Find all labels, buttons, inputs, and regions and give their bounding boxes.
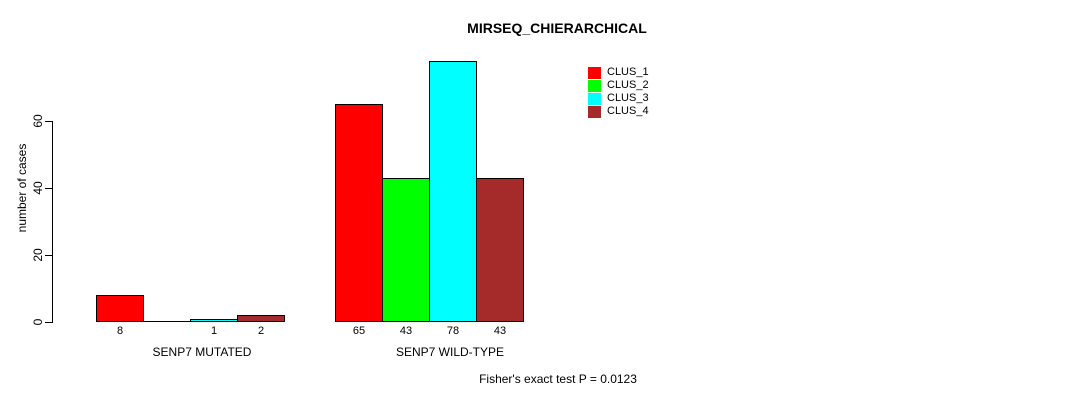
bar-value-label: 8 bbox=[116, 325, 124, 337]
y-axis-label: number of cases bbox=[15, 143, 29, 233]
legend-row: CLUS_3 bbox=[588, 92, 649, 105]
bar-clus_4-group2 bbox=[476, 178, 524, 322]
chart-title: MIRSEQ_CHIERARCHICAL bbox=[467, 20, 647, 36]
legend-row: CLUS_1 bbox=[588, 66, 649, 79]
bar-clus_4-group1 bbox=[237, 315, 285, 322]
bar-clus_1-group2 bbox=[335, 104, 383, 322]
y-tick-label: 0 bbox=[31, 318, 45, 326]
legend-label: CLUS_4 bbox=[607, 105, 649, 117]
group-label: SENP7 MUTATED bbox=[152, 345, 252, 359]
bar-clus_3-group2 bbox=[429, 61, 477, 322]
bar-clus_1-group1 bbox=[96, 295, 144, 322]
y-tick-label: 60 bbox=[31, 114, 45, 128]
legend-label: CLUS_3 bbox=[607, 92, 649, 104]
y-tick-mark bbox=[45, 188, 52, 189]
bar-value-label: 43 bbox=[399, 325, 413, 337]
y-tick-mark bbox=[45, 121, 52, 122]
bar-value-label: 78 bbox=[446, 325, 460, 337]
y-tick-mark bbox=[45, 255, 52, 256]
y-tick-label: 40 bbox=[31, 181, 45, 195]
legend-label: CLUS_1 bbox=[607, 66, 649, 78]
legend: CLUS_1 CLUS_2 CLUS_3 CLUS_4 bbox=[588, 66, 649, 118]
legend-swatch-clus_3 bbox=[588, 92, 601, 105]
bar-clus_2-group2 bbox=[382, 178, 430, 322]
y-tick-mark bbox=[45, 322, 52, 323]
legend-row: CLUS_2 bbox=[588, 79, 649, 92]
bar-value-label: 43 bbox=[493, 325, 507, 337]
group-label: SENP7 WILD-TYPE bbox=[395, 345, 505, 359]
bar-clus_2-group1 bbox=[143, 321, 191, 322]
y-axis-line bbox=[52, 121, 53, 323]
bar-value-label: 65 bbox=[352, 325, 366, 337]
y-tick-label: 20 bbox=[31, 248, 45, 262]
fisher-test-annotation: Fisher's exact test P = 0.0123 bbox=[479, 372, 637, 386]
legend-swatch-clus_4 bbox=[588, 105, 601, 118]
legend-row: CLUS_4 bbox=[588, 105, 649, 118]
legend-swatch-clus_1 bbox=[588, 66, 601, 79]
bar-value-label: 2 bbox=[257, 325, 265, 337]
bar-value-label: 1 bbox=[210, 325, 218, 337]
bar-clus_3-group1 bbox=[190, 319, 238, 322]
legend-label: CLUS_2 bbox=[607, 79, 649, 91]
legend-swatch-clus_2 bbox=[588, 79, 601, 92]
